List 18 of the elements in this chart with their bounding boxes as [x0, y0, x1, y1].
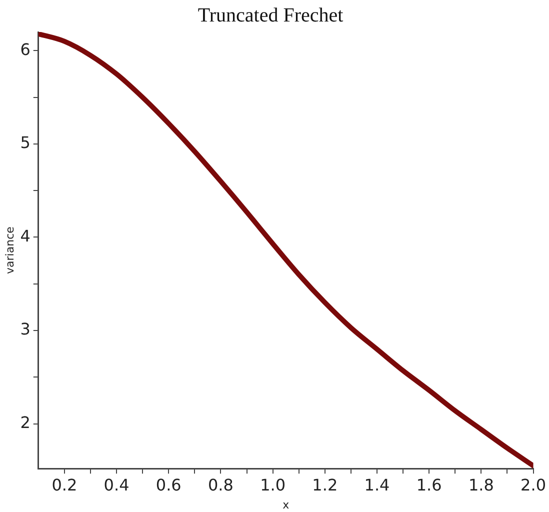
y-axis-title: variance: [3, 226, 16, 274]
x-tick-label: 1.0: [260, 475, 286, 494]
x-tick-label: 1.8: [468, 475, 494, 494]
x-tick-label: 0.8: [208, 475, 234, 494]
x-tick-label: 0.4: [104, 475, 130, 494]
chart-title: Truncated Frechet: [198, 4, 344, 26]
x-tick-label: 1.4: [364, 475, 390, 494]
x-tick-label: 0.6: [156, 475, 182, 494]
y-tick-label: 4: [20, 226, 30, 246]
y-tick-label: 6: [20, 40, 30, 59]
x-axis-title: x: [282, 498, 290, 512]
x-tick-label: 1.6: [416, 475, 442, 494]
y-tick-label: 2: [20, 412, 30, 432]
y-tick-label: 5: [20, 133, 30, 152]
y-tick-label: 3: [20, 320, 30, 339]
x-tick-label: 2.0: [520, 475, 546, 494]
x-tick-label: 1.2: [312, 475, 338, 494]
x-tick-label: 0.2: [52, 475, 78, 494]
